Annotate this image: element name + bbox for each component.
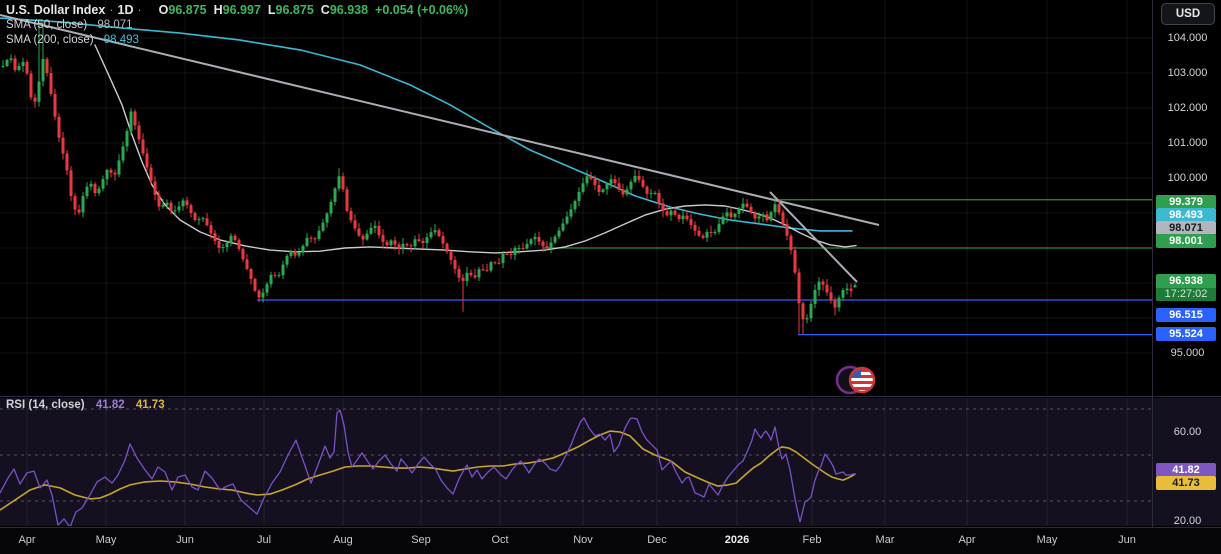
ohlc-key: O xyxy=(158,3,169,17)
time-axis-label: 2026 xyxy=(724,534,750,546)
time-axis-label: Jun xyxy=(1118,534,1136,546)
axis-tick-label: 60.00 xyxy=(1173,426,1202,438)
time-scale[interactable]: Apr May Jun Jul Aug Sep Oct Nov Dec 2026 Feb Mar Apr… xyxy=(0,527,1221,554)
trendlines[interactable] xyxy=(0,14,880,283)
axis-tick-label: 103.000 xyxy=(1167,67,1208,79)
price-marker-label: 96.515 xyxy=(1156,308,1216,322)
price-scale[interactable]: 104.000 103.000 102.000 101.000 100.000 95.00… xyxy=(1152,0,1221,527)
countdown-label: 17:27:02 xyxy=(1156,288,1216,301)
symbol-legend: U.S. Dollar Index · 1D · O96.875 H96.997 L96.8… xyxy=(6,3,468,48)
price-marker-label: 41.82 xyxy=(1156,463,1216,477)
sma200-line[interactable] xyxy=(0,17,853,232)
price-marker-label: 95.524 xyxy=(1156,327,1216,341)
rsi-main-value: 41.82 xyxy=(95,399,125,411)
candles-group[interactable] xyxy=(1,22,857,335)
horizontal-level-lines[interactable] xyxy=(257,199,1152,336)
ohlc-key: L xyxy=(267,3,276,17)
time-axis-label: Jul xyxy=(256,534,272,546)
time-axis-label: Jun xyxy=(176,534,194,546)
price-marker-label: 96.938 17:27:02 xyxy=(1156,274,1216,301)
sma200-label: SMA (200, close) xyxy=(6,34,94,46)
price-marker-label: 99.379 xyxy=(1156,195,1216,209)
time-axis-label: May xyxy=(95,534,117,546)
time-axis-label: Sep xyxy=(411,534,431,546)
ohlc-value: 96.875 xyxy=(275,3,314,17)
time-axis-label: Apr xyxy=(958,534,976,546)
time-axis-label: Nov xyxy=(573,534,593,546)
rsi-smooth-value: 41.73 xyxy=(135,399,165,411)
time-axis-label: Apr xyxy=(18,534,36,546)
price-marker-label: 98.493 xyxy=(1156,208,1216,222)
axis-tick-label: 102.000 xyxy=(1167,102,1208,114)
axis-tick-label: 104.000 xyxy=(1167,32,1208,44)
axis-tick-label: 95.000 xyxy=(1170,347,1205,359)
sma50-value: 98.071 xyxy=(97,19,133,31)
ohlc-values: O96.875 H96.997 L96.875 C96.938 xyxy=(152,3,368,17)
sma200-legend-row[interactable]: SMA (200, close) 98.493 xyxy=(6,33,468,48)
rsi-label: RSI (14, close) xyxy=(6,399,85,411)
price-marker-label: 98.001 xyxy=(1156,234,1216,248)
time-axis-label: Aug xyxy=(333,534,353,546)
currency-unit-button[interactable]: USD xyxy=(1161,3,1215,25)
rsi-band-lines xyxy=(0,408,1152,502)
price-marker-label: 41.73 xyxy=(1156,476,1216,490)
price-marker-label: 98.071 xyxy=(1156,221,1216,235)
axis-tick-label: 100.000 xyxy=(1167,172,1208,184)
ohlc-value: 96.875 xyxy=(168,3,207,17)
interval-label[interactable]: 1D xyxy=(117,3,134,17)
axis-tick-label: 101.000 xyxy=(1167,137,1208,149)
ohlc-value: 96.997 xyxy=(222,3,261,17)
sma50-legend-row[interactable]: SMA (50, close) 98.071 xyxy=(6,18,468,33)
ohlc-value: 96.938 xyxy=(329,3,369,17)
symbol-title: U.S. Dollar Index xyxy=(6,3,106,17)
time-axis-label: Dec xyxy=(647,534,667,546)
grid-lines xyxy=(0,0,1152,526)
rsi-main-line[interactable] xyxy=(0,409,856,527)
ohlc-key: C xyxy=(320,3,330,17)
rsi-legend-row[interactable]: RSI (14, close) 41.82 41.73 xyxy=(6,399,165,411)
us-flag-logo xyxy=(835,365,876,395)
sma50-label: SMA (50, close) xyxy=(6,19,88,31)
change-value: +0.054 (+0.06%) xyxy=(375,3,469,17)
ohlc-key: H xyxy=(213,3,223,17)
axis-tick-label: 20.00 xyxy=(1173,515,1202,527)
symbol-title-row[interactable]: U.S. Dollar Index · 1D · O96.875 H96.997 L96.8… xyxy=(6,3,469,17)
time-axis-label: Oct xyxy=(491,534,509,546)
time-axis-label: May xyxy=(1036,534,1058,546)
time-axis-label: Feb xyxy=(802,534,822,546)
sma200-value: 98.493 xyxy=(103,34,139,46)
time-axis-label: Mar xyxy=(875,534,895,546)
